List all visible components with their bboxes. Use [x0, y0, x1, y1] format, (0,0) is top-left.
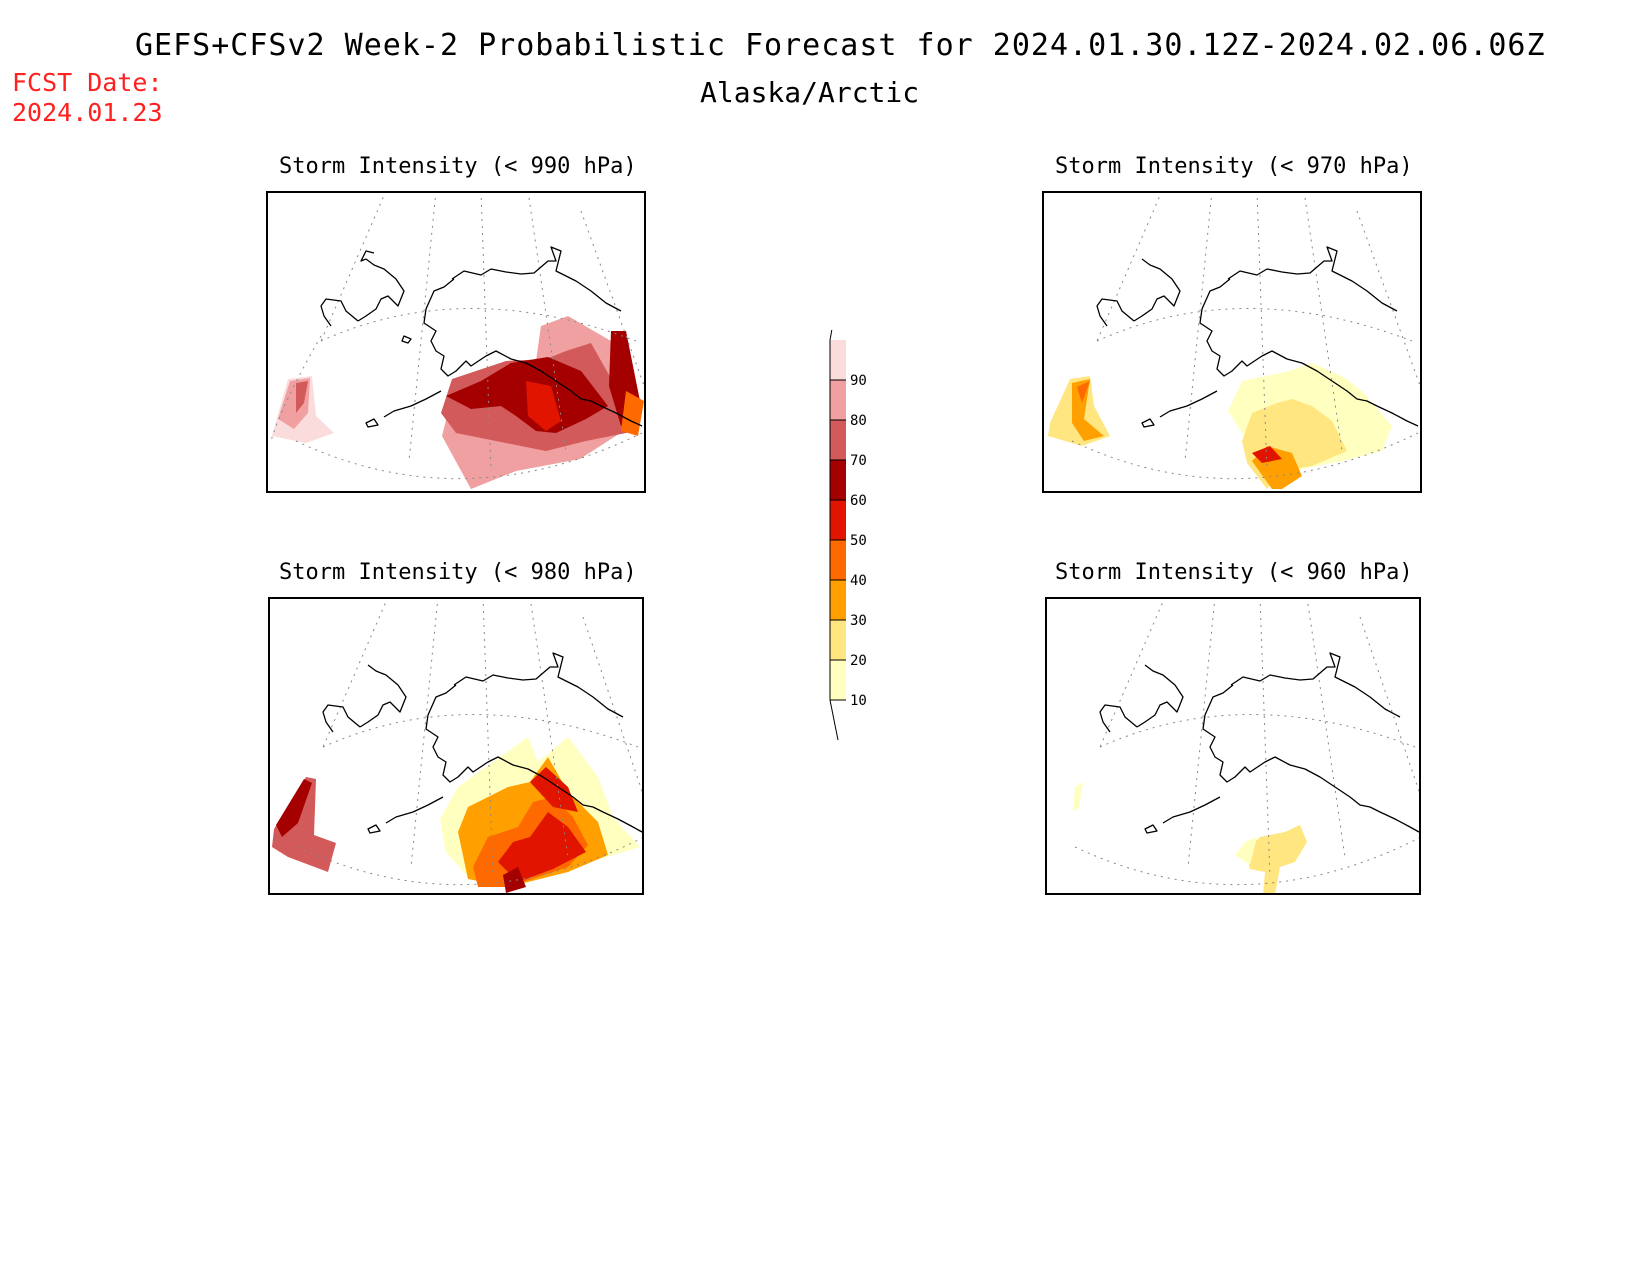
probability-fill-980 [272, 737, 640, 893]
legend-box-4 [830, 500, 846, 540]
map-panel-980 [268, 597, 644, 895]
legend-label-70: 70 [850, 453, 867, 469]
map-panel-960 [1045, 597, 1421, 895]
legend-labels: 10 20 30 40 50 60 70 80 90 [830, 373, 867, 709]
panel-title-960: Storm Intensity (< 960 hPa) [1055, 560, 1413, 585]
probability-color-legend: 10 20 30 40 50 60 70 80 90 [829, 330, 867, 741]
map-panel-990 [266, 191, 646, 493]
legend-color-boxes [829, 330, 846, 741]
legend-box-0 [830, 660, 846, 700]
legend-label-50: 50 [850, 533, 867, 549]
legend-bottom-cap [829, 699, 839, 741]
legend-box-2 [830, 580, 846, 620]
legend-box-3 [830, 540, 846, 580]
legend-top-cap [829, 330, 833, 341]
probability-fill-970 [1048, 363, 1392, 489]
legend-label-10: 10 [850, 693, 867, 709]
probability-fill-960 [1073, 782, 1307, 895]
forecast-date-label: FCST Date: 2024.01.23 [12, 68, 163, 128]
legend-box-8 [830, 340, 846, 380]
probability-fill-990 [272, 316, 644, 489]
coastline [322, 652, 643, 834]
legend-box-1 [830, 620, 846, 660]
region-subtitle: Alaska/Arctic [700, 76, 920, 109]
legend-label-60: 60 [850, 493, 867, 509]
legend-box-6 [830, 420, 846, 460]
map-panel-970 [1042, 191, 1422, 493]
legend-label-30: 30 [850, 613, 867, 629]
fcst-date-value: 2024.01.23 [12, 98, 163, 127]
legend-label-40: 40 [850, 573, 867, 589]
graticule [1071, 191, 1422, 480]
panel-title-990: Storm Intensity (< 990 hPa) [279, 154, 637, 179]
coastline [320, 246, 643, 428]
legend-box-7 [830, 380, 846, 420]
legend-label-80: 80 [850, 413, 867, 429]
graticule [270, 191, 646, 480]
fcst-date-caption: FCST Date: [12, 68, 163, 97]
map-title: GEFS+CFSv2 Week-2 Probabilistic Forecast… [135, 28, 1546, 63]
legend-box-5 [830, 460, 846, 500]
coastline [1096, 246, 1419, 428]
legend-label-90: 90 [850, 373, 867, 389]
legend-label-20: 20 [850, 653, 867, 669]
panel-title-970: Storm Intensity (< 970 hPa) [1055, 154, 1413, 179]
graticule [1074, 597, 1421, 886]
coastline [1099, 652, 1420, 834]
graticule [297, 597, 644, 886]
panel-title-980: Storm Intensity (< 980 hPa) [279, 560, 637, 585]
